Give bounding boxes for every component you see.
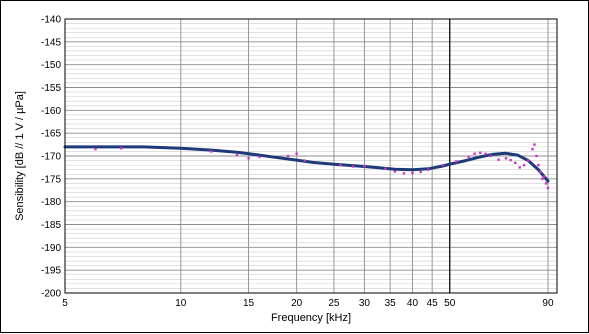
measurement-point	[295, 152, 298, 155]
series-layer	[63, 143, 550, 190]
y-tick-label: -195	[41, 266, 61, 277]
measurement-point	[541, 177, 544, 181]
y-tick-label: -155	[41, 83, 61, 94]
measurement-point	[509, 158, 512, 162]
x-axis-title: Frequency [kHz]	[271, 312, 351, 324]
measurement-point	[467, 155, 470, 159]
measurement-point	[441, 163, 445, 167]
measurement-point	[535, 154, 538, 158]
measurement-point	[303, 159, 306, 162]
measurement-point	[479, 151, 482, 155]
measurement-point	[546, 186, 550, 190]
measurement-point	[527, 159, 530, 162]
y-tick-label: -180	[41, 197, 61, 208]
y-tick-label: -185	[41, 220, 61, 231]
measurement-point	[384, 167, 387, 170]
measurement-point	[489, 154, 493, 158]
measurement-point	[497, 158, 500, 161]
measurement-point	[411, 171, 414, 175]
x-tick-label: 30	[359, 298, 371, 309]
measurement-point	[539, 170, 542, 174]
measurement-point	[514, 161, 517, 165]
measurement-point	[533, 143, 536, 146]
measurement-point	[504, 157, 508, 160]
x-tick-label: 90	[542, 298, 554, 309]
measurement-point	[537, 163, 540, 167]
measurement-point	[518, 166, 521, 169]
measurement-point	[473, 152, 476, 155]
tick-labels-layer: -140 -145 -150 -155 -160 -165 -170 -175 -180 -185…	[41, 15, 554, 310]
measurement-point	[247, 157, 250, 160]
y-tick-label: -140	[41, 15, 61, 26]
x-tick-label: 50	[444, 298, 456, 309]
x-tick-label: 35	[385, 298, 397, 309]
fit-curve-line	[63, 145, 550, 183]
x-tick-label: 40	[407, 298, 419, 309]
measurement-point	[393, 170, 397, 173]
measurement-point	[210, 150, 213, 153]
measurement-point	[455, 160, 458, 163]
measurement-point	[286, 154, 290, 158]
y-tick-label: -170	[41, 152, 61, 163]
y-tick-label: -160	[41, 106, 61, 117]
measurement-point	[531, 147, 534, 151]
y-tick-label: -175	[41, 174, 61, 185]
measurement-point	[402, 172, 406, 175]
measurement-point	[120, 147, 123, 150]
measurement-point	[351, 165, 355, 168]
y-tick-label: -165	[41, 129, 61, 140]
measurement-point	[94, 147, 97, 151]
measurement-point	[419, 170, 422, 174]
y-axis-title: Sensibility [dB // 1 V / µPa]	[14, 91, 26, 221]
measurement-point	[258, 155, 261, 159]
y-tick-label: -145	[41, 37, 61, 48]
measurement-point	[339, 163, 342, 167]
measurement-point	[544, 182, 548, 185]
x-tick-label: 25	[328, 298, 340, 309]
measurement-point	[363, 164, 366, 168]
measurement-point	[522, 163, 526, 167]
y-tick-label: -200	[41, 289, 61, 300]
measurement-point	[543, 175, 546, 178]
plot-area-border	[64, 18, 558, 294]
x-tick-label: 10	[175, 298, 187, 309]
measurement-point	[484, 152, 487, 155]
x-tick-label: 15	[243, 298, 255, 309]
x-tick-label: 5	[62, 298, 68, 309]
x-tick-label: 45	[427, 298, 439, 309]
y-tick-label: -190	[41, 243, 61, 254]
x-tick-label: 20	[291, 298, 303, 309]
y-tick-label: -150	[41, 60, 61, 71]
measurement-point	[235, 153, 239, 157]
measurement-point	[427, 168, 430, 171]
